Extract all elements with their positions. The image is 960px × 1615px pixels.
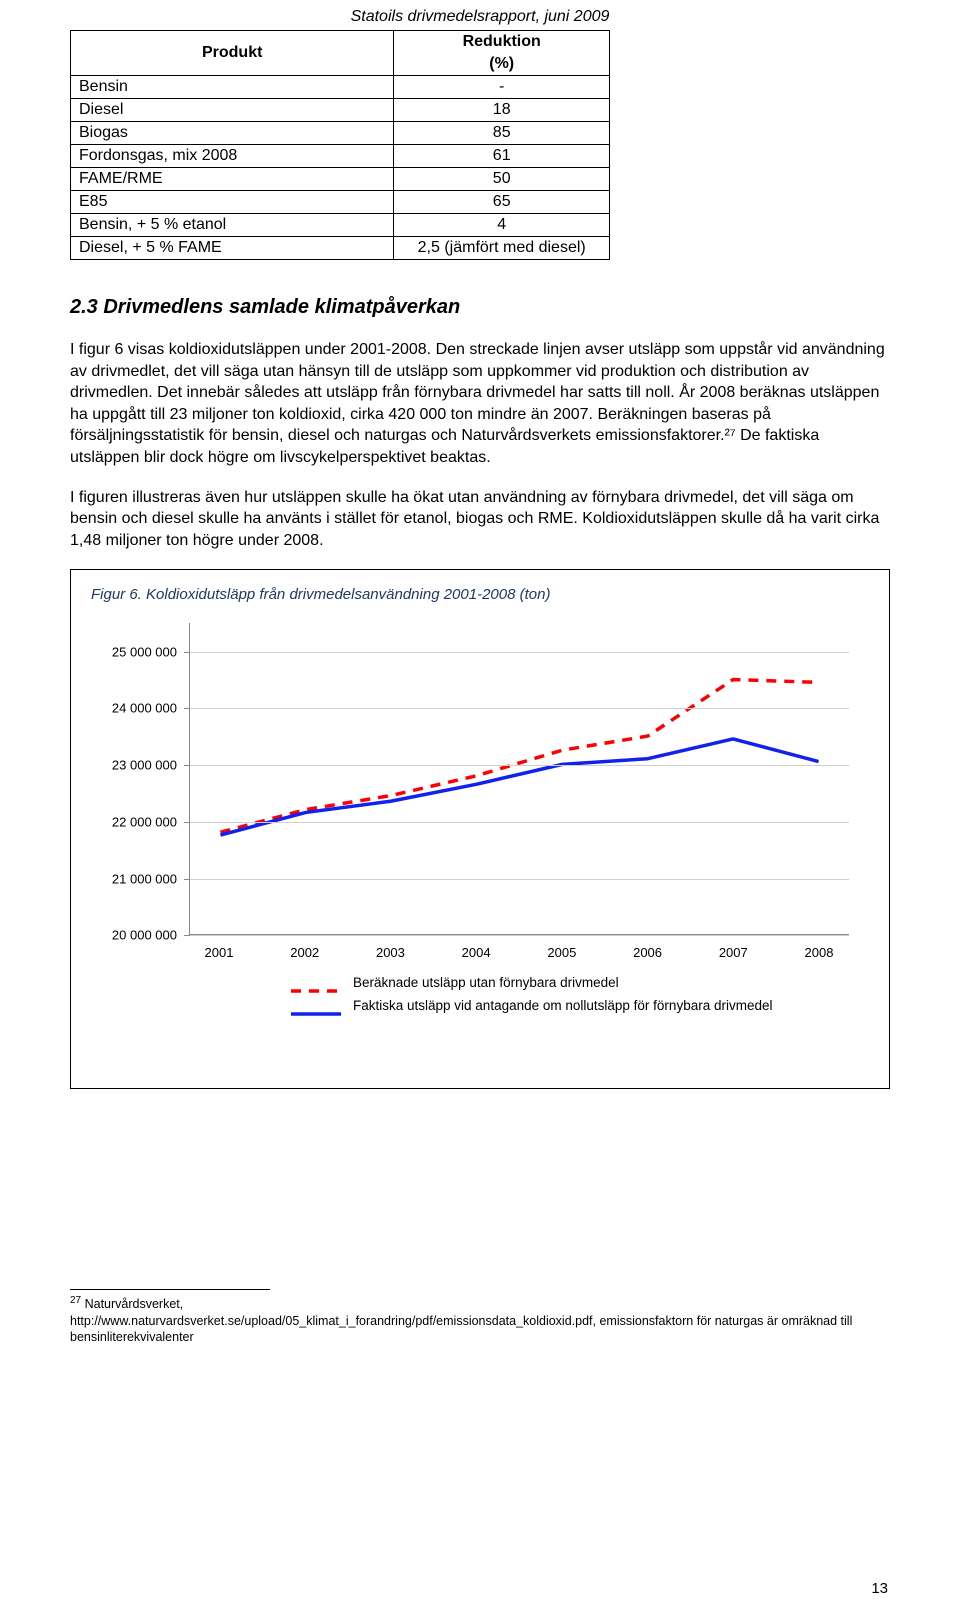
y-tick-label: 23 000 000 [112, 758, 177, 773]
legend-label-2: Faktiska utsläpp vid antagande om nollut… [353, 998, 772, 1013]
cell-value: 85 [394, 122, 610, 145]
x-tick-label: 2003 [376, 945, 405, 960]
section-heading: 2.3 Drivmedlens samlade klimatpåverkan [70, 296, 890, 319]
table-row: E8565 [71, 191, 610, 214]
cell-value: 61 [394, 145, 610, 168]
cell-label: Diesel [71, 99, 394, 122]
y-tick-label: 20 000 000 [112, 928, 177, 943]
table-row: Bensin- [71, 76, 610, 99]
footnote-separator [70, 1289, 270, 1290]
reduction-table: Produkt Reduktion (%) Bensin- Diesel18 B… [70, 30, 610, 260]
col-reduction-bot: (%) [394, 53, 610, 76]
footnote-text-1: Naturvårdsverket, [81, 1298, 183, 1312]
footnote-27: 27 Naturvårdsverket, http://www.naturvar… [70, 1294, 890, 1345]
table-row: Diesel, + 5 % FAME2,5 (jämfört med diese… [71, 237, 610, 260]
legend-label-1: Beräknade utsläpp utan förnybara drivmed… [353, 975, 619, 990]
col-product: Produkt [71, 31, 394, 76]
cell-label: E85 [71, 191, 394, 214]
chart-plot: 20 000 000 21 000 000 22 000 000 23 000 000… [91, 623, 861, 963]
table-row: Biogas85 [71, 122, 610, 145]
table-row: Bensin, + 5 % etanol4 [71, 214, 610, 237]
cell-value: 50 [394, 168, 610, 191]
cell-value: 2,5 (jämfört med diesel) [394, 237, 610, 260]
chart-lines-svg [190, 623, 849, 934]
cell-value: - [394, 76, 610, 99]
y-axis-labels: 20 000 000 21 000 000 22 000 000 23 000 000… [91, 623, 183, 963]
chart-legend: Beräknade utsläpp utan förnybara drivmed… [291, 975, 869, 1013]
x-tick-label: 2006 [633, 945, 662, 960]
chart-title: Figur 6. Koldioxidutsläpp från drivmedel… [91, 586, 869, 603]
x-tick-label: 2004 [462, 945, 491, 960]
cell-label: FAME/RME [71, 168, 394, 191]
figure-6-chart: Figur 6. Koldioxidutsläpp från drivmedel… [70, 569, 890, 1089]
y-tick-label: 25 000 000 [112, 644, 177, 659]
report-header: Statoils drivmedelsrapport, juni 2009 [70, 8, 890, 26]
footnote-number: 27 [70, 1295, 81, 1306]
y-tick-label: 21 000 000 [112, 871, 177, 886]
cell-label: Bensin [71, 76, 394, 99]
x-axis-labels: 2001 2002 2003 2004 2005 2006 2007 2008 [189, 941, 851, 963]
x-tick-label: 2007 [719, 945, 748, 960]
y-tick-label: 22 000 000 [112, 814, 177, 829]
cell-label: Fordonsgas, mix 2008 [71, 145, 394, 168]
table-row: Diesel18 [71, 99, 610, 122]
cell-value: 4 [394, 214, 610, 237]
table-row: FAME/RME50 [71, 168, 610, 191]
cell-label: Diesel, + 5 % FAME [71, 237, 394, 260]
cell-label: Bensin, + 5 % etanol [71, 214, 394, 237]
paragraph-2: I figuren illustreras även hur utsläppen… [70, 487, 890, 552]
x-tick-label: 2005 [547, 945, 576, 960]
x-tick-label: 2008 [805, 945, 834, 960]
cell-value: 18 [394, 99, 610, 122]
table-row: Fordonsgas, mix 200861 [71, 145, 610, 168]
reduction-table-wrap: Produkt Reduktion (%) Bensin- Diesel18 B… [70, 30, 610, 260]
paragraph-1: I figur 6 visas koldioxidutsläppen under… [70, 339, 890, 469]
plot-area [189, 623, 849, 935]
legend-row-2: Faktiska utsläpp vid antagande om nollut… [291, 998, 869, 1013]
x-tick-label: 2001 [205, 945, 234, 960]
footnote-text-2: http://www.naturvardsverket.se/upload/05… [70, 1314, 852, 1344]
col-reduction-top: Reduktion [394, 31, 610, 54]
legend-row-1: Beräknade utsläpp utan förnybara drivmed… [291, 975, 869, 990]
cell-label: Biogas [71, 122, 394, 145]
y-tick-label: 24 000 000 [112, 701, 177, 716]
cell-value: 65 [394, 191, 610, 214]
page-number: 13 [871, 1580, 888, 1597]
x-tick-label: 2002 [290, 945, 319, 960]
